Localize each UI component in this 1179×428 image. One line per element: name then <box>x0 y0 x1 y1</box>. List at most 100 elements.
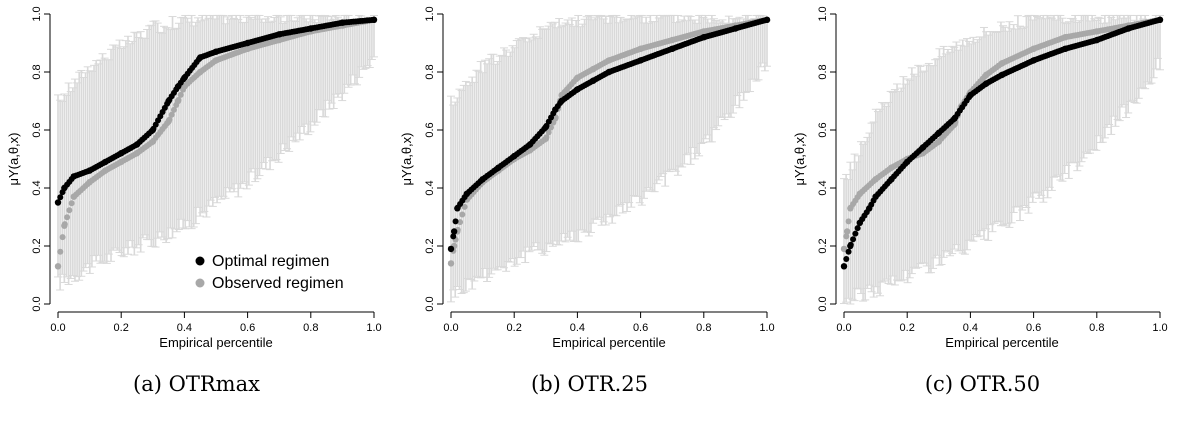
legend-marker <box>195 256 205 266</box>
y-tick-label: 1.0 <box>31 6 43 21</box>
caption-c: (c) OTR.50 <box>924 372 1041 396</box>
x-tick-label: 0.8 <box>696 322 711 334</box>
x-axis-label: Empirical percentile <box>552 335 665 350</box>
y-tick-label: 0.6 <box>31 122 43 137</box>
x-tick-label: 1.0 <box>759 322 774 334</box>
y-axis-label: μY(a,θ,x) <box>6 132 21 185</box>
x-tick-label: 0.2 <box>507 322 522 334</box>
data-point <box>57 194 64 201</box>
x-tick-label: 0.6 <box>1026 322 1041 334</box>
data-point <box>852 230 859 237</box>
legend-marker <box>195 278 205 288</box>
series-optimal <box>840 16 1164 270</box>
x-tick-label: 0.4 <box>570 322 585 334</box>
data-point <box>459 211 466 218</box>
legend-label: Optimal regimen <box>212 253 329 270</box>
y-tick-label: 0.6 <box>424 122 436 137</box>
data-point <box>55 263 61 270</box>
x-axis-label: Empirical percentile <box>945 335 1058 350</box>
data-point <box>59 189 66 196</box>
x-tick-label: 0.2 <box>900 322 915 334</box>
legend-label: Observed regimen <box>212 275 344 292</box>
x-tick-label: 0.0 <box>50 322 65 334</box>
data-point <box>168 111 175 118</box>
data-point <box>843 255 850 262</box>
x-tick-label: 0.2 <box>114 322 129 334</box>
data-point <box>1157 16 1163 23</box>
chart-b: 0.0 0.2 0.4 0.6 0.8 1.0 0.0 0.2 0.4 0.6 0.8 1.0 Empi… <box>399 6 775 350</box>
data-point <box>68 200 75 207</box>
y-tick-label: 0.4 <box>817 180 829 195</box>
y-tick-label: 0.0 <box>817 296 829 311</box>
data-point <box>461 203 468 210</box>
data-point <box>448 260 454 267</box>
chart-panel-c: 0.0 0.2 0.4 0.6 0.8 1.0 0.0 0.2 0.4 0.6 0.8 1.0 Empi… <box>786 0 1179 428</box>
data-point <box>173 101 180 108</box>
chart-c: 0.0 0.2 0.4 0.6 0.8 1.0 0.0 0.2 0.4 0.6 0.8 1.0 Empi… <box>792 6 1168 350</box>
x-tick-label: 0.6 <box>633 322 648 334</box>
data-point <box>545 129 552 136</box>
data-point <box>450 228 458 235</box>
data-point <box>55 199 61 206</box>
x-tick-label: 0.8 <box>303 322 318 334</box>
data-point <box>166 116 173 123</box>
data-point <box>59 234 66 241</box>
y-axis-label: μY(a,θ,x) <box>399 132 414 185</box>
y-tick-label: 0.8 <box>817 64 829 79</box>
data-point <box>57 248 64 255</box>
data-point <box>61 221 68 228</box>
caption-b: (b) OTR.25 <box>531 372 648 396</box>
legend: Optimal regimen Observed regimen <box>195 253 344 292</box>
x-tick-label: 0.0 <box>836 322 851 334</box>
data-point <box>764 16 770 23</box>
data-point <box>548 124 555 131</box>
data-point <box>854 225 861 232</box>
chart-panel-b: 0.0 0.2 0.4 0.6 0.8 1.0 0.0 0.2 0.4 0.6 0.8 1.0 Empi… <box>393 0 786 428</box>
y-tick-label: 0.8 <box>424 64 436 79</box>
data-point <box>543 134 550 141</box>
y-tick-label: 0.0 <box>31 296 43 311</box>
data-point <box>850 236 857 243</box>
x-tick-label: 0.8 <box>1089 322 1104 334</box>
chart-a: 0.0 0.2 0.4 0.6 0.8 1.0 0.0 0.2 0.4 0.6 0.8 1.0 Empi… <box>6 6 382 350</box>
data-point <box>175 97 182 104</box>
y-tick-label: 0.2 <box>424 238 436 253</box>
x-tick-label: 0.0 <box>443 322 458 334</box>
data-point <box>845 218 852 225</box>
data-point <box>550 119 557 126</box>
y-axis-label: μY(a,θ,x) <box>792 132 807 185</box>
data-point <box>66 207 73 214</box>
x-axis-label: Empirical percentile <box>159 335 272 350</box>
y-tick-label: 0.2 <box>31 238 43 253</box>
data-point <box>371 16 377 23</box>
y-tick-label: 0.0 <box>424 296 436 311</box>
data-point <box>452 218 459 225</box>
data-point <box>64 214 71 221</box>
x-tick-label: 1.0 <box>366 322 381 334</box>
x-tick-label: 0.4 <box>963 322 978 334</box>
data-point <box>170 106 177 113</box>
data-point <box>448 245 454 252</box>
series-optimal <box>54 16 378 206</box>
data-point <box>841 245 847 252</box>
data-point <box>847 241 854 248</box>
chart-panel-a: 0.0 0.2 0.4 0.6 0.8 1.0 0.0 0.2 0.4 0.6 0.8 1.0 Empi… <box>0 0 393 428</box>
y-tick-label: 0.6 <box>817 122 829 137</box>
y-tick-label: 1.0 <box>817 6 829 21</box>
data-point <box>457 219 464 226</box>
x-tick-label: 0.4 <box>177 322 192 334</box>
y-tick-label: 0.4 <box>31 180 43 195</box>
errorbars <box>54 14 378 291</box>
y-tick-label: 0.4 <box>424 180 436 195</box>
x-tick-label: 0.6 <box>240 322 255 334</box>
data-point <box>177 91 184 98</box>
errorbars <box>840 14 1164 305</box>
data-point <box>843 233 850 240</box>
data-point <box>845 248 852 255</box>
data-point <box>450 233 457 240</box>
data-point <box>843 228 851 235</box>
x-tick-label: 1.0 <box>1152 322 1167 334</box>
data-point <box>841 263 847 270</box>
y-tick-label: 1.0 <box>424 6 436 21</box>
y-tick-label: 0.8 <box>31 64 43 79</box>
